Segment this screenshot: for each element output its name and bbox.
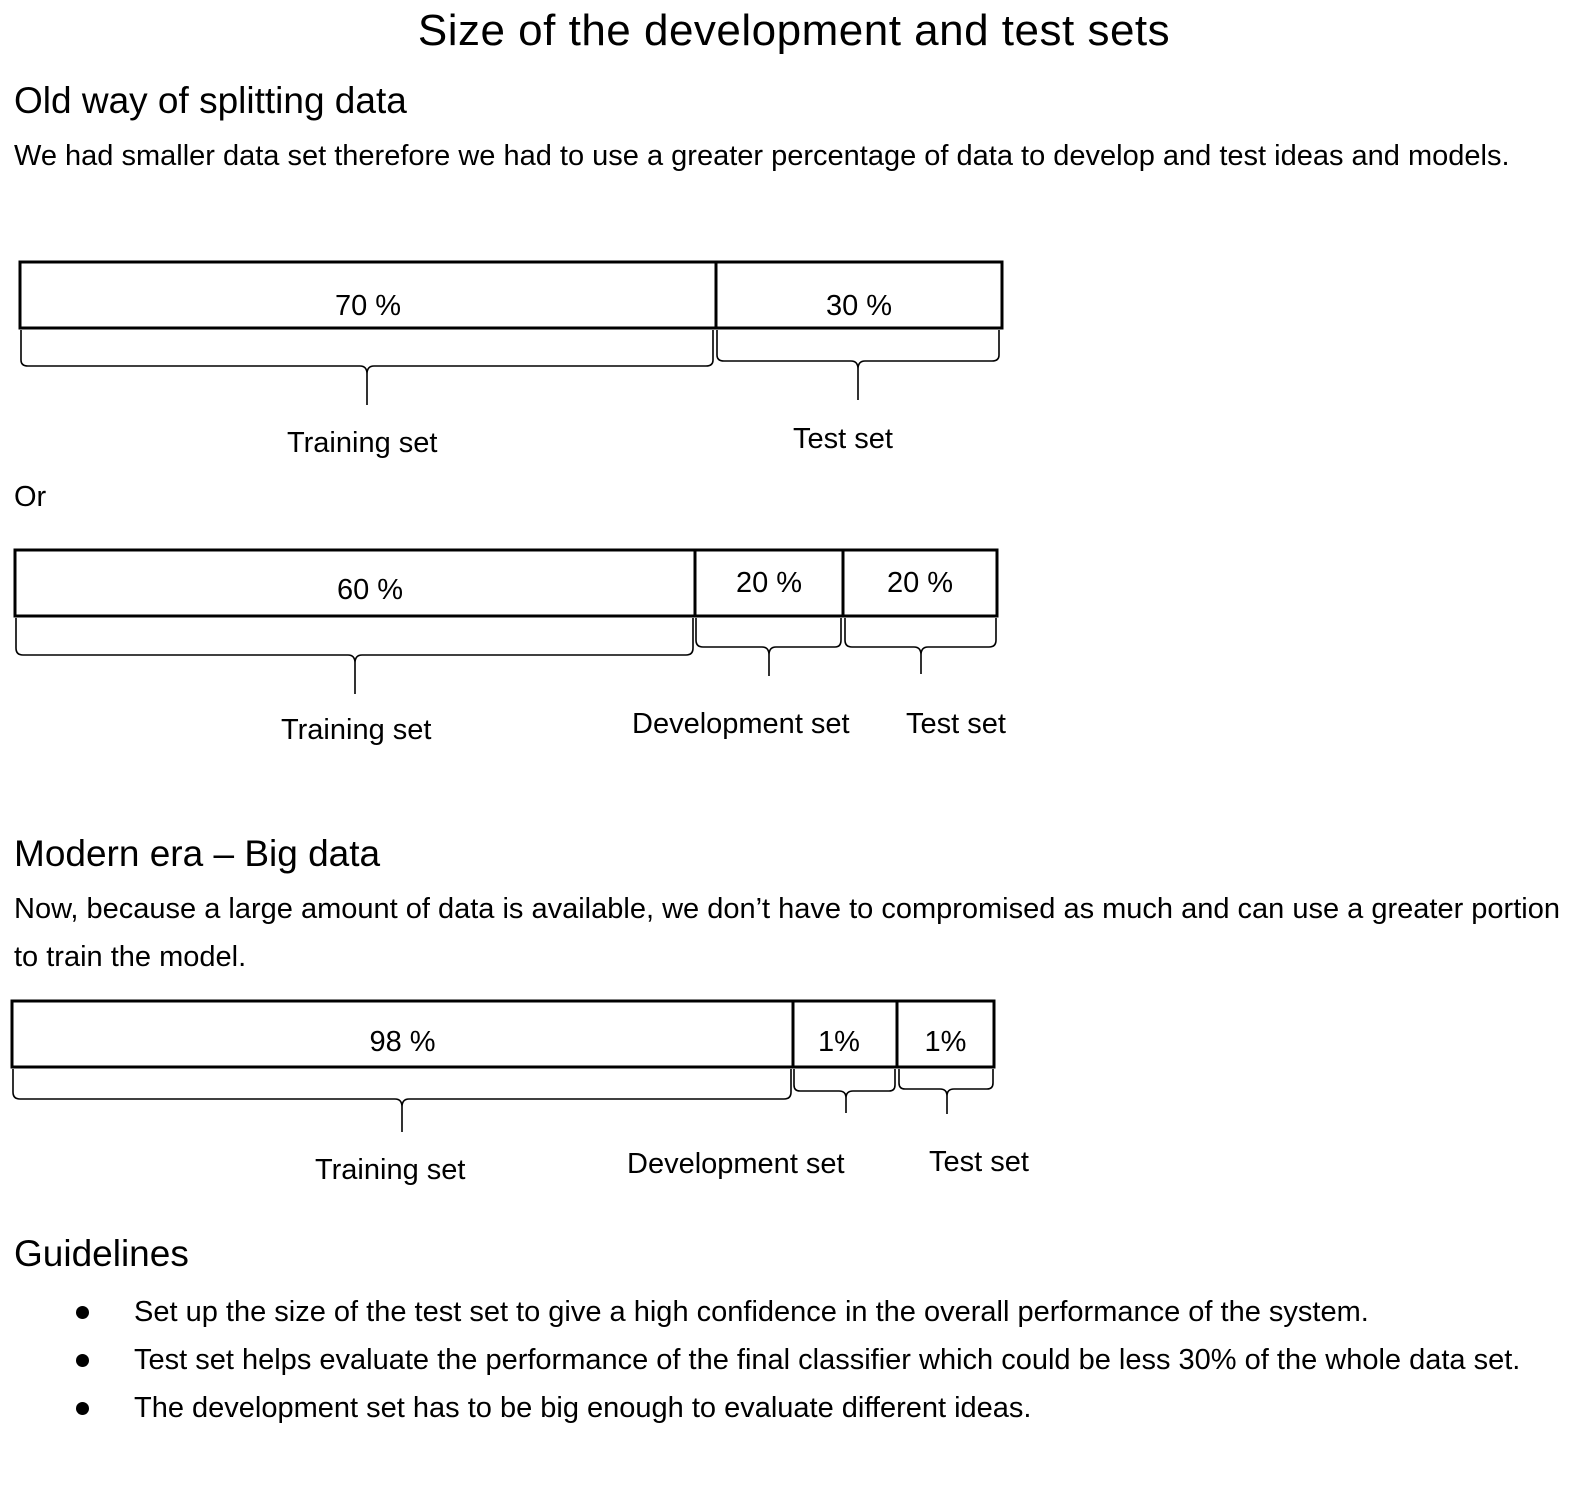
guideline-item: Set up the size of the test set to give … bbox=[0, 1288, 1588, 1336]
old-way-description: We had smaller data set therefore we had… bbox=[14, 140, 1510, 172]
guideline-item: Test set helps evaluate the performance … bbox=[0, 1336, 1588, 1384]
bullet-icon bbox=[76, 1354, 89, 1367]
old-way-heading: Old way of splitting data bbox=[14, 80, 407, 121]
split1-group-label-training: Training set bbox=[287, 427, 438, 459]
page-title: Size of the development and test sets bbox=[417, 6, 1171, 55]
split1-segment-label-test: 30 % bbox=[825, 290, 893, 322]
split3-group-label-dev: Development set bbox=[627, 1148, 845, 1180]
split2-group-label-training: Training set bbox=[281, 714, 432, 746]
split1-braces bbox=[20, 330, 1000, 405]
guidelines-list: Set up the size of the test set to give … bbox=[0, 1288, 1588, 1432]
split3-group-label-test: Test set bbox=[929, 1146, 1029, 1178]
split1-segment-label-training: 70 % bbox=[334, 290, 402, 322]
guideline-text: Test set helps evaluate the performance … bbox=[134, 1344, 1521, 1376]
split3-braces bbox=[12, 1069, 994, 1132]
split2-group-label-test: Test set bbox=[906, 708, 1006, 740]
split3-segment-label-dev: 1% bbox=[818, 1026, 860, 1058]
split1-bar bbox=[18, 260, 1004, 330]
split3-bar bbox=[10, 999, 996, 1069]
split2-segment-label-test: 20 % bbox=[886, 567, 954, 599]
split2-segment-label-dev: 20 % bbox=[735, 567, 803, 599]
split2-bar bbox=[13, 548, 999, 618]
split2-group-label-dev: Development set bbox=[632, 708, 850, 740]
split2-segment-label-training: 60 % bbox=[336, 574, 404, 606]
modern-heading: Modern era – Big data bbox=[14, 833, 381, 874]
guideline-text: The development set has to be big enough… bbox=[134, 1392, 1032, 1424]
split1-group-label-test: Test set bbox=[793, 423, 893, 455]
guidelines-heading: Guidelines bbox=[14, 1233, 189, 1274]
guideline-text: Set up the size of the test set to give … bbox=[134, 1296, 1369, 1328]
split3-group-label-training: Training set bbox=[315, 1154, 466, 1186]
or-text: Or bbox=[14, 481, 47, 513]
split3-segment-label-training: 98 % bbox=[369, 1026, 436, 1058]
guideline-item: The development set has to be big enough… bbox=[0, 1384, 1588, 1432]
bullet-icon bbox=[76, 1402, 89, 1415]
split2-braces bbox=[15, 618, 997, 694]
modern-description: Now, because a large amount of data is a… bbox=[14, 893, 1560, 973]
split3-segment-label-test: 1% bbox=[924, 1026, 967, 1058]
bullet-icon bbox=[76, 1306, 89, 1319]
